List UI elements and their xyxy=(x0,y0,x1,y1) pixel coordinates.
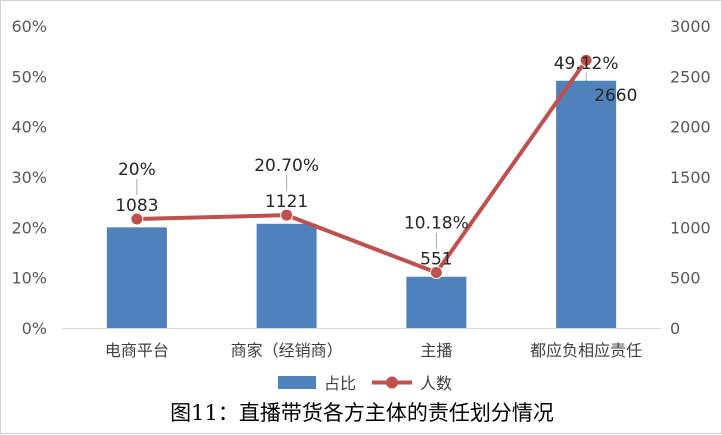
line-path xyxy=(136,59,588,275)
left-tick-label: 0% xyxy=(22,319,47,338)
left-tick-label: 60% xyxy=(11,17,47,36)
category-label: 主播 xyxy=(420,341,452,360)
category-label: 商家（经销商） xyxy=(231,341,343,360)
line-value-label: 2660 xyxy=(594,86,637,106)
line-value-label: 1083 xyxy=(115,196,158,216)
line-value-label: 1121 xyxy=(265,192,308,212)
right-tick-label: 1500 xyxy=(670,168,711,187)
bar-value-label: 10.18% xyxy=(404,214,469,234)
line-value-label: 551 xyxy=(420,250,452,270)
line-marker xyxy=(130,212,144,226)
line-marker xyxy=(579,53,593,67)
bar-value-label: 49.12% xyxy=(554,54,619,74)
line-series xyxy=(130,53,593,280)
category-label: 都应负相应责任 xyxy=(530,341,642,360)
line-marker xyxy=(429,266,443,280)
left-tick-label: 10% xyxy=(11,269,47,288)
bar-value-label: 20% xyxy=(118,160,156,180)
right-tick-label: 1000 xyxy=(670,218,711,237)
bar-series xyxy=(106,80,617,328)
right-tick-label: 2500 xyxy=(670,67,711,86)
left-tick-label: 40% xyxy=(11,118,47,137)
figure-caption: 图11：直播带货各方主体的责任划分情况 xyxy=(170,401,554,425)
left-tick-label: 50% xyxy=(11,67,47,86)
bar-value-label: 20.70% xyxy=(254,156,319,176)
legend-line-label: 人数 xyxy=(420,374,452,393)
bar xyxy=(106,227,167,328)
left-tick-label: 20% xyxy=(11,218,47,237)
legend-bar-label: 占比 xyxy=(324,374,356,393)
bar xyxy=(406,276,467,328)
right-tick-label: 2000 xyxy=(670,118,711,137)
right-axis-ticks: 0 500 1000 1500 2000 2500 3000 xyxy=(670,17,711,338)
bar xyxy=(556,80,617,328)
line-marker xyxy=(280,208,294,222)
bar xyxy=(256,223,317,328)
category-label: 电商平台 xyxy=(105,341,169,360)
left-tick-label: 30% xyxy=(11,168,47,187)
legend: 占比 人数 xyxy=(278,374,452,393)
left-axis-ticks: 0% 10% 20% 30% 40% 50% 60% xyxy=(11,17,47,338)
legend-bar-swatch xyxy=(278,376,316,389)
data-labels: 20% 1083 20.70% 1121 10.18% 551 49.12% 2660 xyxy=(115,54,637,270)
right-tick-label: 3000 xyxy=(670,17,711,36)
right-tick-label: 0 xyxy=(670,319,680,338)
category-labels: 电商平台 商家（经销商） 主播 都应负相应责任 xyxy=(105,341,642,360)
legend-line-marker xyxy=(386,376,398,389)
right-tick-label: 500 xyxy=(670,269,701,288)
